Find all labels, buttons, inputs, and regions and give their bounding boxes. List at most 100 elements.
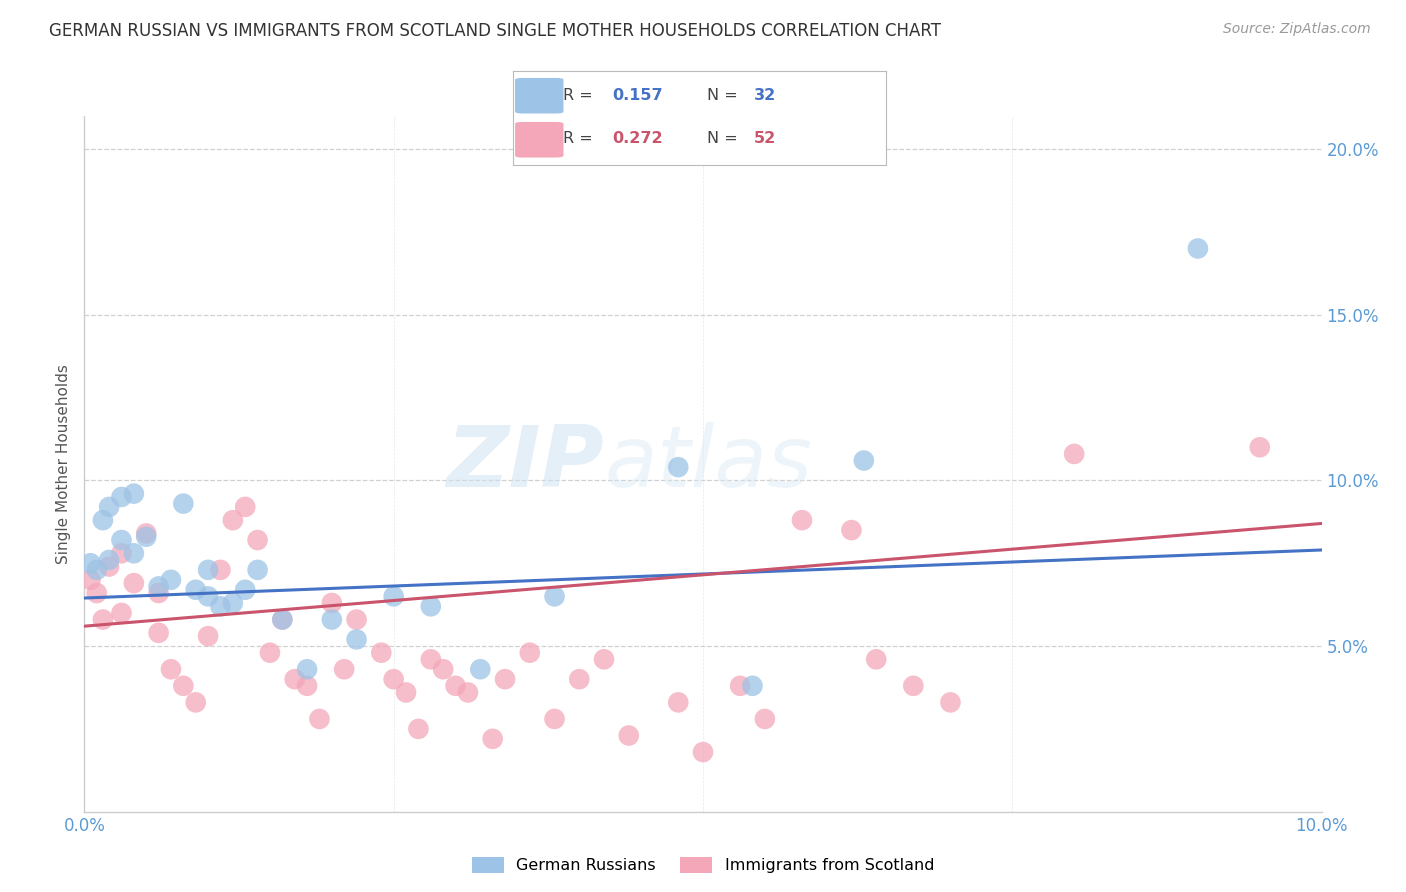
Point [209,599,232,614]
Text: 0.272: 0.272 [612,131,662,145]
Point [470,662,492,676]
Point [110,606,132,620]
Point [122,546,145,560]
Point [419,599,441,614]
Point [271,613,294,627]
Point [444,679,467,693]
Point [939,695,962,709]
Text: 52: 52 [754,131,776,145]
Point [903,679,925,693]
Point [568,672,591,686]
Point [222,513,245,527]
Point [295,662,318,676]
Text: GERMAN RUSSIAN VS IMMIGRANTS FROM SCOTLAND SINGLE MOTHER HOUSEHOLDS CORRELATION : GERMAN RUSSIAN VS IMMIGRANTS FROM SCOTLA… [49,22,941,40]
Point [197,590,219,604]
Point [98,553,121,567]
Point [666,460,689,475]
Text: N =: N = [707,131,742,145]
Point [197,563,219,577]
Text: N =: N = [707,87,742,103]
Point [148,586,170,600]
Point [333,662,356,676]
Text: 0.157: 0.157 [612,87,662,103]
Point [666,695,689,709]
Point [382,672,405,686]
FancyBboxPatch shape [515,122,564,158]
Point [91,513,114,527]
Point [346,613,368,627]
Point [184,695,207,709]
Text: R =: R = [564,131,599,145]
Point [233,582,256,597]
Point [308,712,330,726]
Point [209,563,232,577]
Point [222,596,245,610]
Point [86,586,108,600]
FancyBboxPatch shape [515,78,564,113]
Point [728,679,751,693]
Point [98,559,121,574]
Point [1187,242,1209,256]
Point [432,662,454,676]
Point [617,729,640,743]
Point [852,453,875,467]
Point [408,722,430,736]
Point [321,613,343,627]
Point [160,573,183,587]
Point [184,582,207,597]
Point [692,745,714,759]
Point [754,712,776,726]
Point [481,731,503,746]
Point [321,596,343,610]
Point [543,590,565,604]
Point [284,672,307,686]
Text: R =: R = [564,87,599,103]
Point [543,712,565,726]
Legend: German Russians, Immigrants from Scotland: German Russians, Immigrants from Scotlan… [465,850,941,880]
Point [370,646,392,660]
Point [259,646,281,660]
Point [457,685,479,699]
Point [122,486,145,500]
Point [790,513,813,527]
Point [233,500,256,514]
Point [246,563,269,577]
Point [741,679,763,693]
Point [98,500,121,514]
Text: atlas: atlas [605,422,813,506]
Point [395,685,418,699]
Point [519,646,541,660]
Point [172,497,194,511]
Point [91,613,114,627]
Point [86,563,108,577]
Point [346,632,368,647]
Point [841,523,863,537]
Text: 32: 32 [754,87,776,103]
Point [148,579,170,593]
Point [271,613,294,627]
Point [593,652,616,666]
Point [295,679,318,693]
Point [160,662,183,676]
Point [79,573,101,587]
Point [494,672,516,686]
Point [1063,447,1085,461]
Text: ZIP: ZIP [446,422,605,506]
Point [1249,440,1271,454]
Point [419,652,441,666]
Point [246,533,269,547]
Point [197,629,219,643]
Point [135,530,157,544]
Point [79,556,101,570]
Point [110,546,132,560]
Y-axis label: Single Mother Households: Single Mother Households [56,364,72,564]
Point [172,679,194,693]
Point [135,526,157,541]
Point [110,533,132,547]
Point [148,625,170,640]
Point [865,652,887,666]
Point [122,576,145,591]
Text: Source: ZipAtlas.com: Source: ZipAtlas.com [1223,22,1371,37]
Point [110,490,132,504]
Point [382,590,405,604]
